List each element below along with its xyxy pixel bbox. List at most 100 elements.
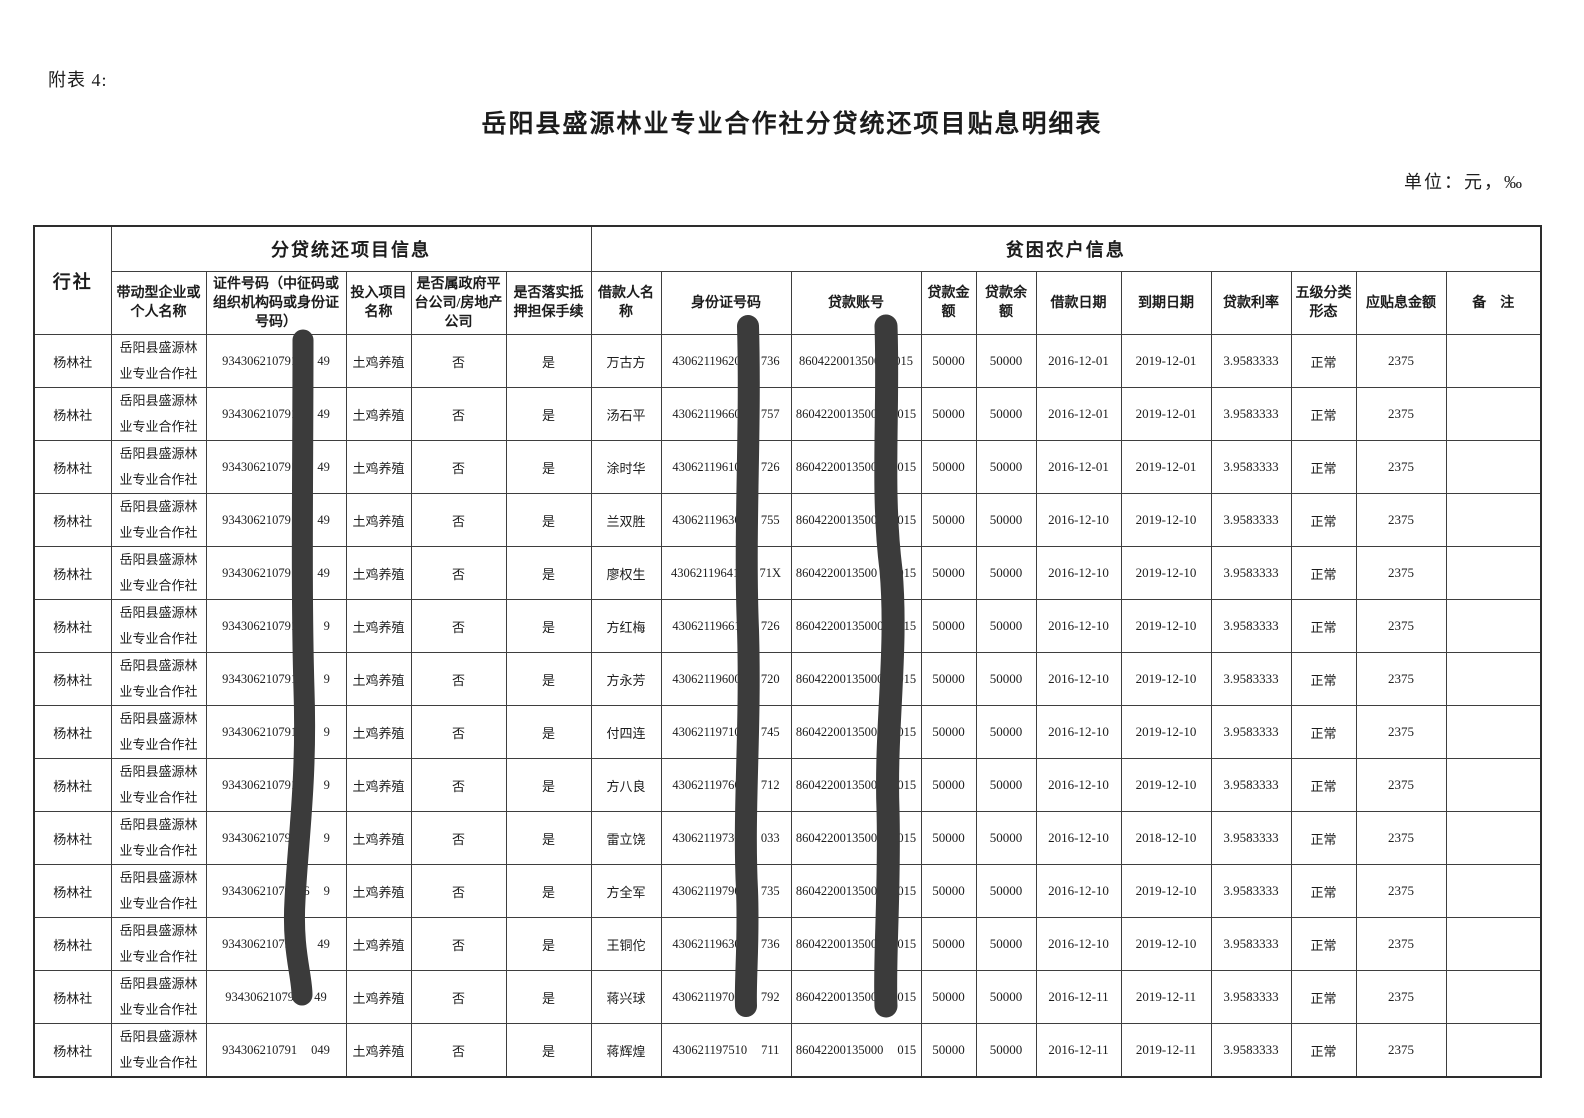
cell-company: 岳阳县盛源林业专业合作社 (110, 705, 207, 759)
cell-id-number: 430621196006 720 (660, 652, 792, 706)
cell-id-number: 430621197302 033 (660, 811, 792, 865)
cell-loan-account: 86042200135000 015 (790, 758, 922, 812)
cell-due-date: 2019-12-01 (1120, 440, 1212, 494)
cell-loan-rate: 3.9583333 (1210, 970, 1292, 1024)
header-cert-number: 证件号码（中征码或组织机构码或身份证号码） (205, 271, 347, 335)
cell-company: 岳阳县盛源林业专业合作社 (110, 864, 207, 918)
cell-borrow-date: 2016-12-01 (1035, 334, 1122, 388)
cell-cert-number: 9343062107917 49 (205, 387, 347, 441)
cell-project: 土鸡养殖 (345, 652, 412, 706)
cell-id-number: 430621196612 726 (660, 599, 792, 653)
cell-loan-account: 86042200135000 015 (790, 811, 922, 865)
cell-mortgage: 是 (505, 917, 592, 971)
cell-classification: 正常 (1290, 387, 1357, 441)
cell-subsidy-amount: 2375 (1355, 334, 1447, 388)
cell-loan-rate: 3.9583333 (1210, 387, 1292, 441)
cell-loan-amount: 50000 (920, 493, 977, 547)
cell-id-number: 430621196410 71X (660, 546, 792, 600)
cell-gov-platform: 否 (410, 705, 507, 759)
cell-loan-rate: 3.9583333 (1210, 811, 1292, 865)
cell-loan-amount: 50000 (920, 758, 977, 812)
annex-label: 附表 4: (48, 70, 108, 90)
cell-bank: 杨林社 (33, 599, 112, 653)
table-row: 杨林社 岳阳县盛源林业专业合作社 93430621079176 9 土鸡养殖 否 … (33, 811, 1542, 865)
cell-cert-number: 9343062107917 49 (205, 546, 347, 600)
cell-cert-number: 93430621079176 9 (205, 864, 347, 918)
cell-note (1445, 599, 1542, 653)
cell-loan-balance: 50000 (975, 758, 1037, 812)
cell-loan-balance: 50000 (975, 493, 1037, 547)
unit-note: 单位：元，‰ (1404, 172, 1524, 192)
cell-classification: 正常 (1290, 864, 1357, 918)
cell-cert-number: 93430621079176 9 (205, 758, 347, 812)
cell-due-date: 2019-12-10 (1120, 864, 1212, 918)
table-row: 杨林社 岳阳县盛源林业专业合作社 934306210791 049 土鸡养殖 否 … (33, 1023, 1542, 1078)
cell-note (1445, 652, 1542, 706)
header-classification: 五级分类形态 (1290, 271, 1357, 335)
cell-company: 岳阳县盛源林业专业合作社 (110, 758, 207, 812)
cell-id-number: 430621196301 755 (660, 493, 792, 547)
table-row: 杨林社 岳阳县盛源林业专业合作社 9343062107917 49 土鸡养殖 否 … (33, 440, 1542, 494)
cell-classification: 正常 (1290, 917, 1357, 971)
cell-loan-amount: 50000 (920, 599, 977, 653)
cell-borrow-date: 2016-12-10 (1035, 599, 1122, 653)
cell-due-date: 2019-12-10 (1120, 546, 1212, 600)
cell-borrower-name: 方全军 (590, 864, 662, 918)
table-row: 杨林社 岳阳县盛源林业专业合作社 9343062107917 49 土鸡养殖 否 … (33, 334, 1542, 388)
cell-due-date: 2019-12-10 (1120, 493, 1212, 547)
cell-loan-rate: 3.9583333 (1210, 1023, 1292, 1078)
header-bank: 行社 (33, 225, 112, 335)
cell-project: 土鸡养殖 (345, 1023, 412, 1078)
cell-borrow-date: 2016-12-10 (1035, 758, 1122, 812)
cell-due-date: 2019-12-11 (1120, 970, 1212, 1024)
header-borrow-date: 借款日期 (1035, 271, 1122, 335)
cell-loan-account: 86042200135000 015 (790, 970, 922, 1024)
cell-cert-number: 93430621079176 9 (205, 705, 347, 759)
cell-due-date: 2019-12-01 (1120, 387, 1212, 441)
cell-company: 岳阳县盛源林业专业合作社 (110, 652, 207, 706)
cell-company: 岳阳县盛源林业专业合作社 (110, 970, 207, 1024)
cell-id-number: 430621197904 735 (660, 864, 792, 918)
cell-project: 土鸡养殖 (345, 440, 412, 494)
cell-loan-amount: 50000 (920, 652, 977, 706)
cell-classification: 正常 (1290, 705, 1357, 759)
cell-borrower-name: 涂时华 (590, 440, 662, 494)
cell-due-date: 2019-12-11 (1120, 1023, 1212, 1078)
header-mortgage: 是否落实抵押担保手续 (505, 271, 592, 335)
cell-mortgage: 是 (505, 546, 592, 600)
cell-borrow-date: 2016-12-10 (1035, 917, 1122, 971)
cell-bank: 杨林社 (33, 493, 112, 547)
cell-project: 土鸡养殖 (345, 546, 412, 600)
cell-due-date: 2019-12-10 (1120, 705, 1212, 759)
cell-borrower-name: 付四连 (590, 705, 662, 759)
cell-borrow-date: 2016-12-11 (1035, 970, 1122, 1024)
cell-id-number: 430621197510 711 (660, 1023, 792, 1078)
cell-gov-platform: 否 (410, 970, 507, 1024)
cell-loan-balance: 50000 (975, 811, 1037, 865)
cell-subsidy-amount: 2375 (1355, 970, 1447, 1024)
cell-subsidy-amount: 2375 (1355, 546, 1447, 600)
cell-note (1445, 387, 1542, 441)
cell-borrow-date: 2016-12-10 (1035, 546, 1122, 600)
cell-note (1445, 811, 1542, 865)
cell-due-date: 2019-12-10 (1120, 599, 1212, 653)
cell-loan-account: 86042200135000 015 (790, 864, 922, 918)
cell-loan-account: 8604220013500 8015 (790, 493, 922, 547)
cell-id-number: 430621196308 736 (660, 917, 792, 971)
cell-company: 岳阳县盛源林业专业合作社 (110, 811, 207, 865)
cell-gov-platform: 否 (410, 440, 507, 494)
cell-project: 土鸡养殖 (345, 917, 412, 971)
cell-mortgage: 是 (505, 758, 592, 812)
header-company: 带动型企业或个人名称 (110, 271, 207, 335)
cell-loan-balance: 50000 (975, 440, 1037, 494)
cell-gov-platform: 否 (410, 546, 507, 600)
cell-bank: 杨林社 (33, 917, 112, 971)
cell-loan-account: 8604220013500 7015 (790, 387, 922, 441)
cell-note (1445, 493, 1542, 547)
cell-note (1445, 1023, 1542, 1078)
cell-bank: 杨林社 (33, 652, 112, 706)
cell-borrow-date: 2016-12-10 (1035, 493, 1122, 547)
cell-borrow-date: 2016-12-01 (1035, 387, 1122, 441)
cell-bank: 杨林社 (33, 811, 112, 865)
cell-borrow-date: 2016-12-10 (1035, 652, 1122, 706)
